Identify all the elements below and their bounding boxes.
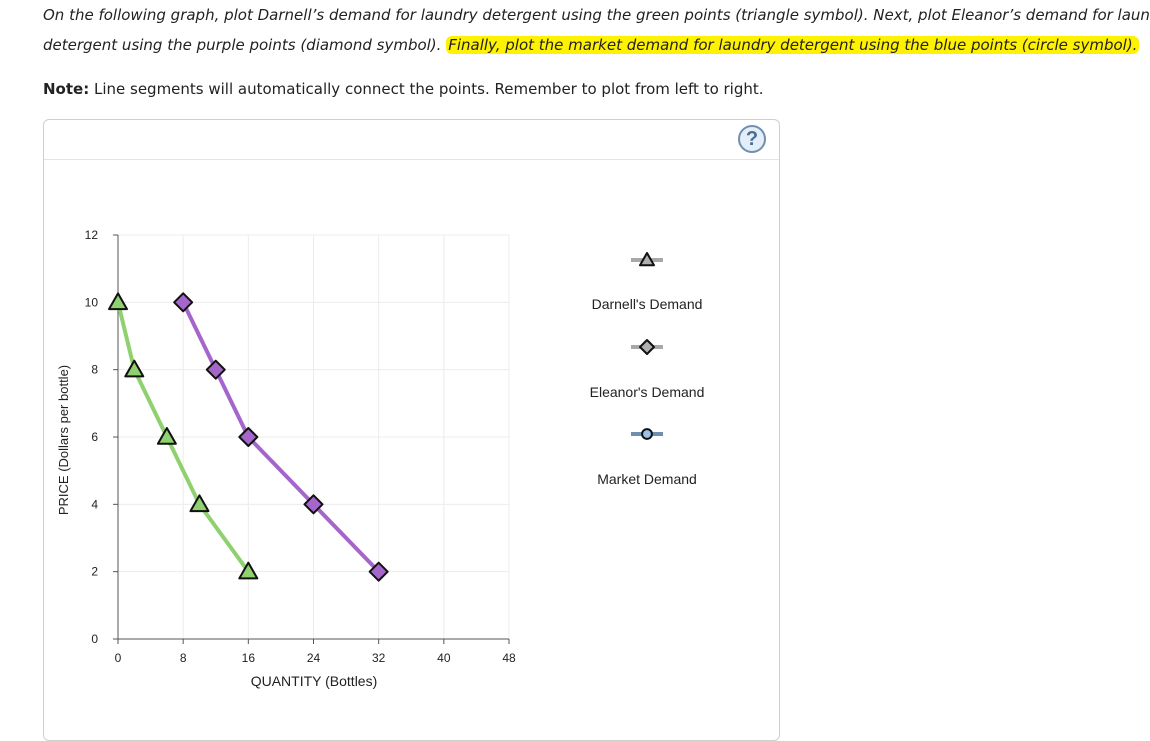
data-point-diamond[interactable]: [368, 561, 389, 582]
legend-label-eleanor: Eleanor's Demand: [589, 384, 705, 400]
legend-diamond-icon[interactable]: [639, 339, 655, 355]
x-tick-label: 24: [307, 651, 321, 665]
y-tick-label: 0: [91, 632, 98, 646]
x-tick-label: 40: [437, 651, 451, 665]
help-icon[interactable]: ?: [738, 125, 766, 153]
x-axis-label: QUANTITY (Bottles): [251, 673, 378, 689]
data-point-diamond[interactable]: [205, 359, 226, 380]
legend-label-market: Market Demand: [597, 471, 697, 487]
y-tick-label: 12: [85, 228, 99, 242]
y-tick-label: 2: [91, 565, 98, 579]
panel-header: ?: [44, 120, 779, 160]
note: Note: Line segments will automatically c…: [43, 77, 764, 101]
data-point-triangle[interactable]: [156, 427, 177, 445]
data-point-triangle[interactable]: [189, 494, 210, 513]
legend-label-darnell: Darnell's Demand: [591, 296, 703, 312]
series-layer: [108, 292, 389, 582]
instructions-line-2-text: detergent using the purple points (diamo…: [43, 36, 447, 54]
y-tick-label: 8: [91, 363, 98, 377]
legend-layer: [631, 252, 663, 440]
y-tick-label: 4: [91, 497, 98, 511]
instructions-line-2: detergent using the purple points (diamo…: [43, 30, 1150, 60]
y-tick-label: 10: [85, 295, 99, 309]
highlighted-instruction: Finally, plot the market demand for laun…: [446, 36, 1140, 54]
note-text: Line segments will automatically connect…: [89, 80, 764, 98]
data-point-diamond[interactable]: [303, 494, 324, 515]
x-tick-label: 0: [115, 651, 122, 665]
note-label: Note:: [43, 80, 90, 98]
instructions: On the following graph, plot Darnell’s d…: [43, 0, 1150, 60]
x-tick-label: 8: [180, 651, 187, 665]
instructions-line-1: On the following graph, plot Darnell’s d…: [43, 6, 1150, 24]
legend-triangle-icon[interactable]: [639, 252, 655, 267]
x-tick-label: 48: [502, 651, 516, 665]
data-point-triangle[interactable]: [108, 292, 128, 311]
legend-circle-icon[interactable]: [641, 428, 653, 440]
x-tick-label: 16: [242, 651, 256, 665]
y-tick-label: 6: [91, 430, 98, 444]
data-point-triangle[interactable]: [238, 561, 259, 580]
data-point-triangle[interactable]: [124, 359, 145, 378]
y-axis-label: PRICE (Dollars per bottle): [56, 365, 71, 515]
x-tick-label: 32: [372, 651, 386, 665]
data-point-diamond[interactable]: [238, 427, 259, 447]
grid-layer: [118, 234, 510, 639]
data-point-diamond[interactable]: [173, 292, 194, 313]
